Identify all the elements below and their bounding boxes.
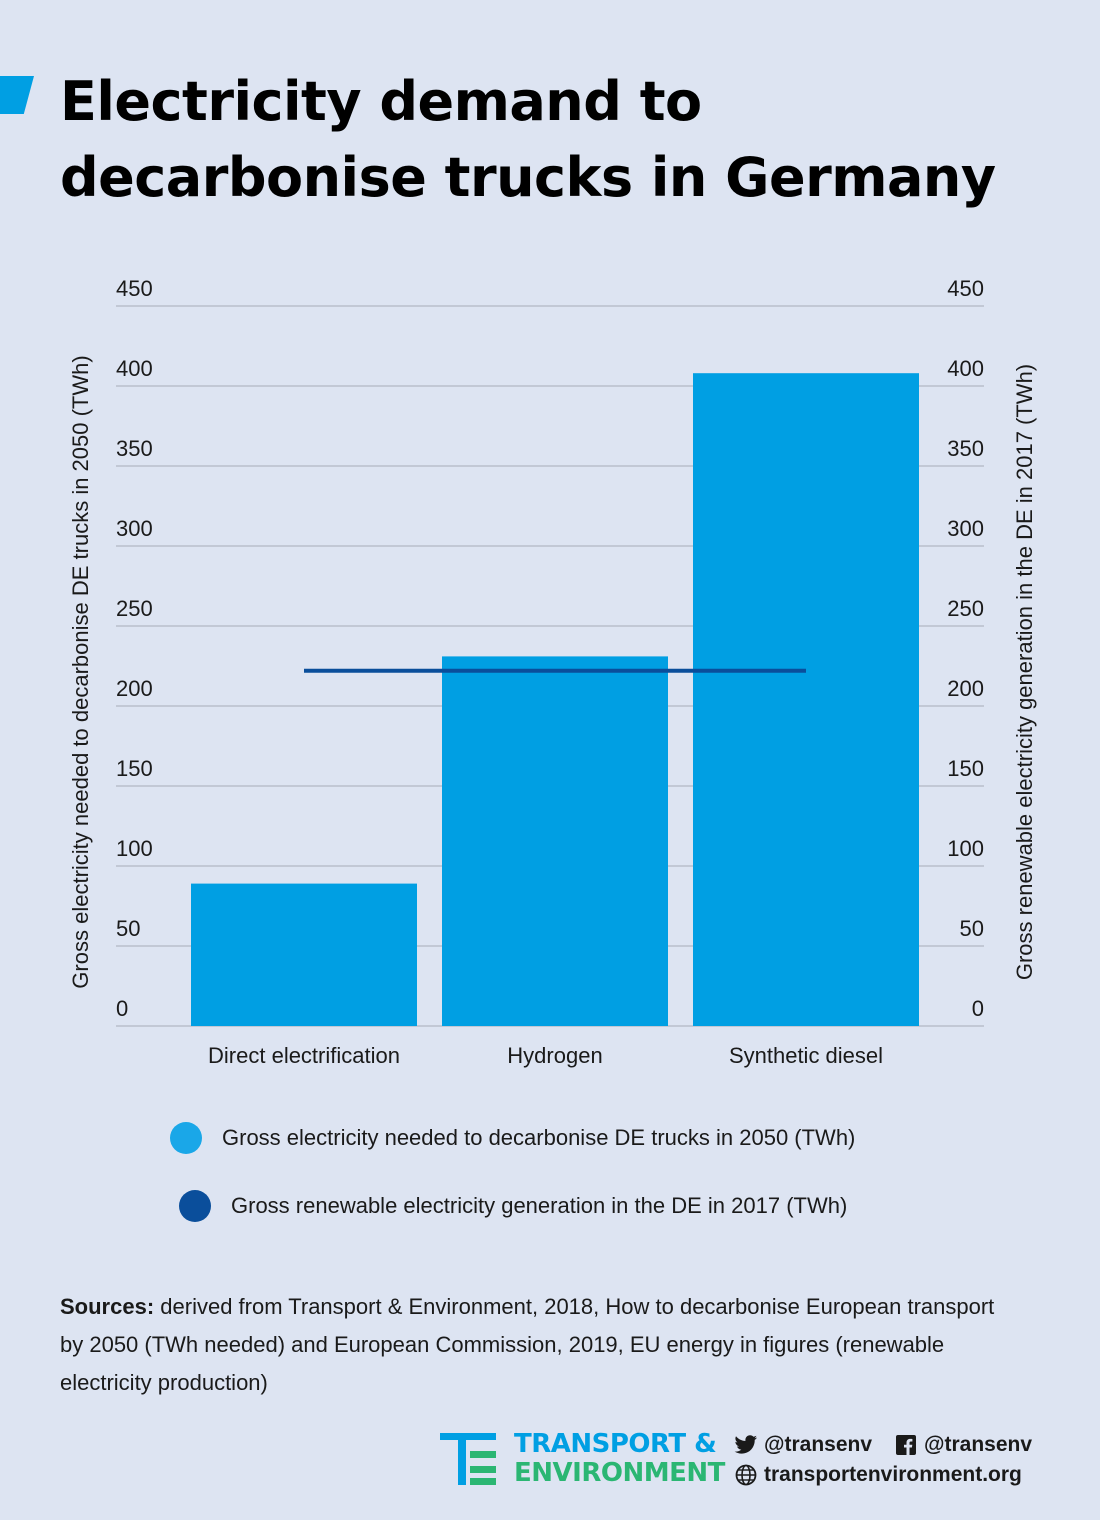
- chart-title: Electricity demand to decarbonise trucks…: [60, 70, 996, 209]
- facebook-handle[interactable]: @transenv: [924, 1433, 1033, 1456]
- accent-mark: [0, 76, 34, 114]
- y-tick-right: 400: [947, 356, 984, 381]
- bar-0: [191, 883, 417, 1026]
- sources-text: derived from Transport & Environment, 20…: [60, 1294, 995, 1395]
- te-logo[interactable]: TRANSPORT & ENVIRONMENT: [440, 1430, 725, 1488]
- sources-label: Sources:: [60, 1294, 155, 1319]
- y-tick-left: 200: [116, 676, 153, 701]
- y-tick-left: 350: [116, 436, 153, 461]
- x-tick-label: Synthetic diesel: [729, 1043, 883, 1068]
- x-tick-label: Hydrogen: [507, 1043, 602, 1068]
- bar-1: [442, 656, 668, 1026]
- social-row-top: @transenv @transenv: [734, 1430, 1032, 1460]
- y-tick-left: 0: [116, 996, 128, 1021]
- y-tick-right: 350: [947, 436, 984, 461]
- y-axis-title-right: Gross renewable electricity generation i…: [1012, 364, 1037, 980]
- y-tick-left: 250: [116, 596, 153, 621]
- y-tick-right: 150: [947, 756, 984, 781]
- twitter-icon: [734, 1435, 757, 1454]
- legend-item-bars: Gross electricity needed to decarbonise …: [170, 1122, 855, 1154]
- twitter-handle[interactable]: @transenv: [764, 1433, 873, 1456]
- y-tick-left: 100: [116, 836, 153, 861]
- y-tick-left: 50: [116, 916, 140, 941]
- dark-blue-circle-icon: [179, 1190, 211, 1222]
- y-tick-right: 100: [947, 836, 984, 861]
- y-tick-right: 200: [947, 676, 984, 701]
- y-axis-title-left: Gross electricity needed to decarbonise …: [68, 355, 93, 988]
- legend-item-line: Gross renewable electricity generation i…: [179, 1190, 847, 1222]
- sources-note: Sources: derived from Transport & Enviro…: [60, 1288, 1020, 1402]
- facebook-icon: [896, 1435, 917, 1455]
- website-link[interactable]: transportenvironment.org: [764, 1463, 1022, 1486]
- legend-label-line: Gross renewable electricity generation i…: [231, 1193, 848, 1218]
- y-tick-right: 50: [960, 916, 984, 941]
- logo-text-line1: TRANSPORT &: [514, 1429, 717, 1459]
- social-links: @transenv @transenv transportenvironment…: [734, 1430, 1032, 1490]
- y-tick-right: 250: [947, 596, 984, 621]
- logo-text-line2: ENVIRONMENT: [514, 1458, 725, 1488]
- y-tick-right: 300: [947, 516, 984, 541]
- te-logo-icon: [440, 1433, 496, 1485]
- y-tick-left: 400: [116, 356, 153, 381]
- light-blue-circle-icon: [170, 1122, 202, 1154]
- chart-area: 0 0 50 50 100 100 150 150 200 200 250 250 300 300 350 3…: [68, 276, 1037, 1068]
- y-tick-right: 450: [947, 276, 984, 301]
- y-tick-left: 150: [116, 756, 153, 781]
- y-tick-right: 0: [972, 996, 984, 1021]
- bar-2: [693, 373, 919, 1026]
- y-tick-left: 450: [116, 276, 153, 301]
- globe-icon: [735, 1464, 757, 1486]
- legend-label-bars: Gross electricity needed to decarbonise …: [222, 1125, 856, 1150]
- social-row-bottom: transportenvironment.org: [734, 1460, 1032, 1490]
- x-tick-label: Direct electrification: [208, 1043, 400, 1068]
- y-tick-left: 300: [116, 516, 153, 541]
